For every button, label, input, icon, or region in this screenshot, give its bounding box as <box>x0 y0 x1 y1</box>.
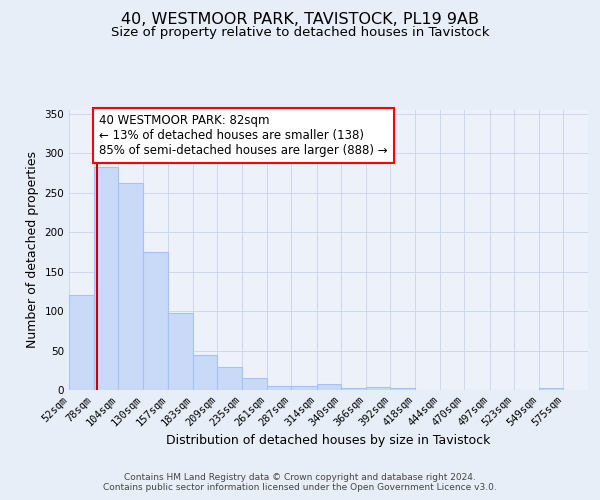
Bar <box>94 167 118 390</box>
Text: 40 WESTMOOR PARK: 82sqm
← 13% of detached houses are smaller (138)
85% of semi-d: 40 WESTMOOR PARK: 82sqm ← 13% of detache… <box>99 114 388 157</box>
Bar <box>69 296 94 390</box>
X-axis label: Distribution of detached houses by size in Tavistock: Distribution of detached houses by size … <box>166 434 491 447</box>
Text: Contains public sector information licensed under the Open Government Licence v3: Contains public sector information licen… <box>103 482 497 492</box>
Text: Size of property relative to detached houses in Tavistock: Size of property relative to detached ho… <box>111 26 489 39</box>
Bar <box>217 367 242 390</box>
Bar <box>168 314 193 390</box>
Bar <box>341 388 366 390</box>
Bar <box>266 386 291 390</box>
Text: 40, WESTMOOR PARK, TAVISTOCK, PL19 9AB: 40, WESTMOOR PARK, TAVISTOCK, PL19 9AB <box>121 12 479 28</box>
Bar <box>118 182 143 390</box>
Bar <box>143 252 168 390</box>
Bar <box>242 378 266 390</box>
Bar <box>391 388 415 390</box>
Text: Contains HM Land Registry data © Crown copyright and database right 2024.: Contains HM Land Registry data © Crown c… <box>124 472 476 482</box>
Y-axis label: Number of detached properties: Number of detached properties <box>26 152 39 348</box>
Bar <box>317 384 341 390</box>
Bar <box>539 388 563 390</box>
Bar <box>291 386 317 390</box>
Bar <box>193 354 217 390</box>
Bar <box>366 387 391 390</box>
